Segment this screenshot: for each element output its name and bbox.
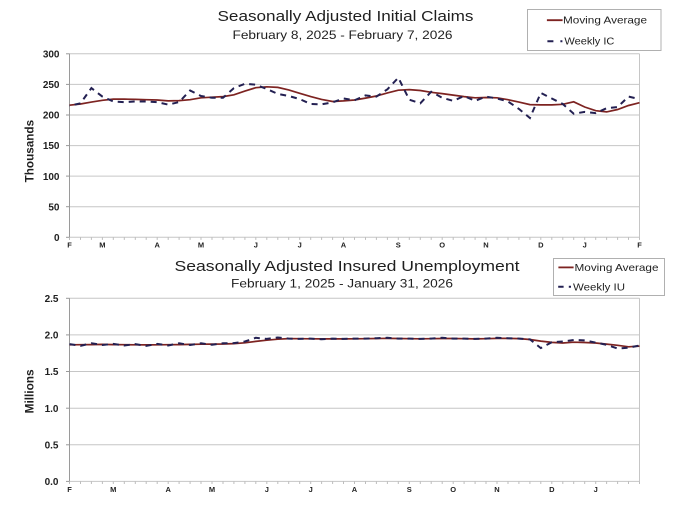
svg-text:M: M bbox=[110, 485, 116, 494]
svg-text:J: J bbox=[583, 241, 587, 250]
svg-text:S: S bbox=[396, 241, 401, 250]
svg-text:M: M bbox=[198, 241, 204, 250]
svg-text:J: J bbox=[254, 241, 258, 250]
svg-text:A: A bbox=[154, 241, 160, 250]
svg-text:0.5: 0.5 bbox=[45, 440, 59, 451]
svg-text:A: A bbox=[165, 485, 171, 494]
svg-text:50: 50 bbox=[48, 202, 60, 213]
svg-text:200: 200 bbox=[43, 111, 60, 122]
svg-text:February 1, 2025 - January 31,: February 1, 2025 - January 31, 2026 bbox=[231, 277, 453, 291]
svg-text:2.0: 2.0 bbox=[45, 331, 59, 342]
svg-text:Millions: Millions bbox=[23, 369, 37, 413]
svg-text:F: F bbox=[67, 241, 72, 250]
svg-text:Weekly IU: Weekly IU bbox=[573, 283, 625, 294]
svg-text:M: M bbox=[209, 485, 215, 494]
svg-text:N: N bbox=[494, 485, 499, 494]
svg-text:A: A bbox=[352, 485, 358, 494]
svg-text:300: 300 bbox=[43, 49, 60, 60]
svg-text:N: N bbox=[483, 241, 488, 250]
svg-text:M: M bbox=[99, 241, 105, 250]
svg-text:S: S bbox=[407, 485, 412, 494]
svg-text:Thousands: Thousands bbox=[23, 120, 37, 183]
svg-text:O: O bbox=[450, 485, 456, 494]
svg-text:D: D bbox=[549, 485, 555, 494]
svg-text:0.0: 0.0 bbox=[45, 477, 59, 488]
svg-text:F: F bbox=[67, 485, 72, 494]
svg-text:J: J bbox=[309, 485, 313, 494]
svg-text:Seasonally Adjusted Insured Un: Seasonally Adjusted Insured Unemployment bbox=[175, 258, 521, 275]
svg-text:F: F bbox=[637, 241, 642, 250]
svg-text:J: J bbox=[298, 241, 302, 250]
svg-text:2.5: 2.5 bbox=[45, 294, 59, 305]
svg-text:250: 250 bbox=[43, 80, 60, 91]
svg-text:Moving Average: Moving Average bbox=[575, 263, 659, 274]
svg-text:100: 100 bbox=[43, 172, 60, 183]
svg-text:1.5: 1.5 bbox=[45, 367, 59, 378]
svg-text:A: A bbox=[341, 241, 347, 250]
svg-text:February 8, 2025 - February 7,: February 8, 2025 - February 7, 2026 bbox=[233, 28, 453, 42]
svg-text:D: D bbox=[538, 241, 544, 250]
svg-text:J: J bbox=[265, 485, 269, 494]
svg-text:Weekly IC: Weekly IC bbox=[564, 36, 614, 47]
svg-text:O: O bbox=[439, 241, 445, 250]
svg-text:J: J bbox=[594, 485, 598, 494]
svg-text:Moving Average: Moving Average bbox=[563, 16, 647, 27]
svg-text:0: 0 bbox=[54, 233, 60, 244]
svg-text:1.0: 1.0 bbox=[45, 404, 59, 415]
svg-text:Seasonally Adjusted Initial Cl: Seasonally Adjusted Initial Claims bbox=[218, 8, 474, 25]
svg-text:150: 150 bbox=[43, 141, 60, 152]
